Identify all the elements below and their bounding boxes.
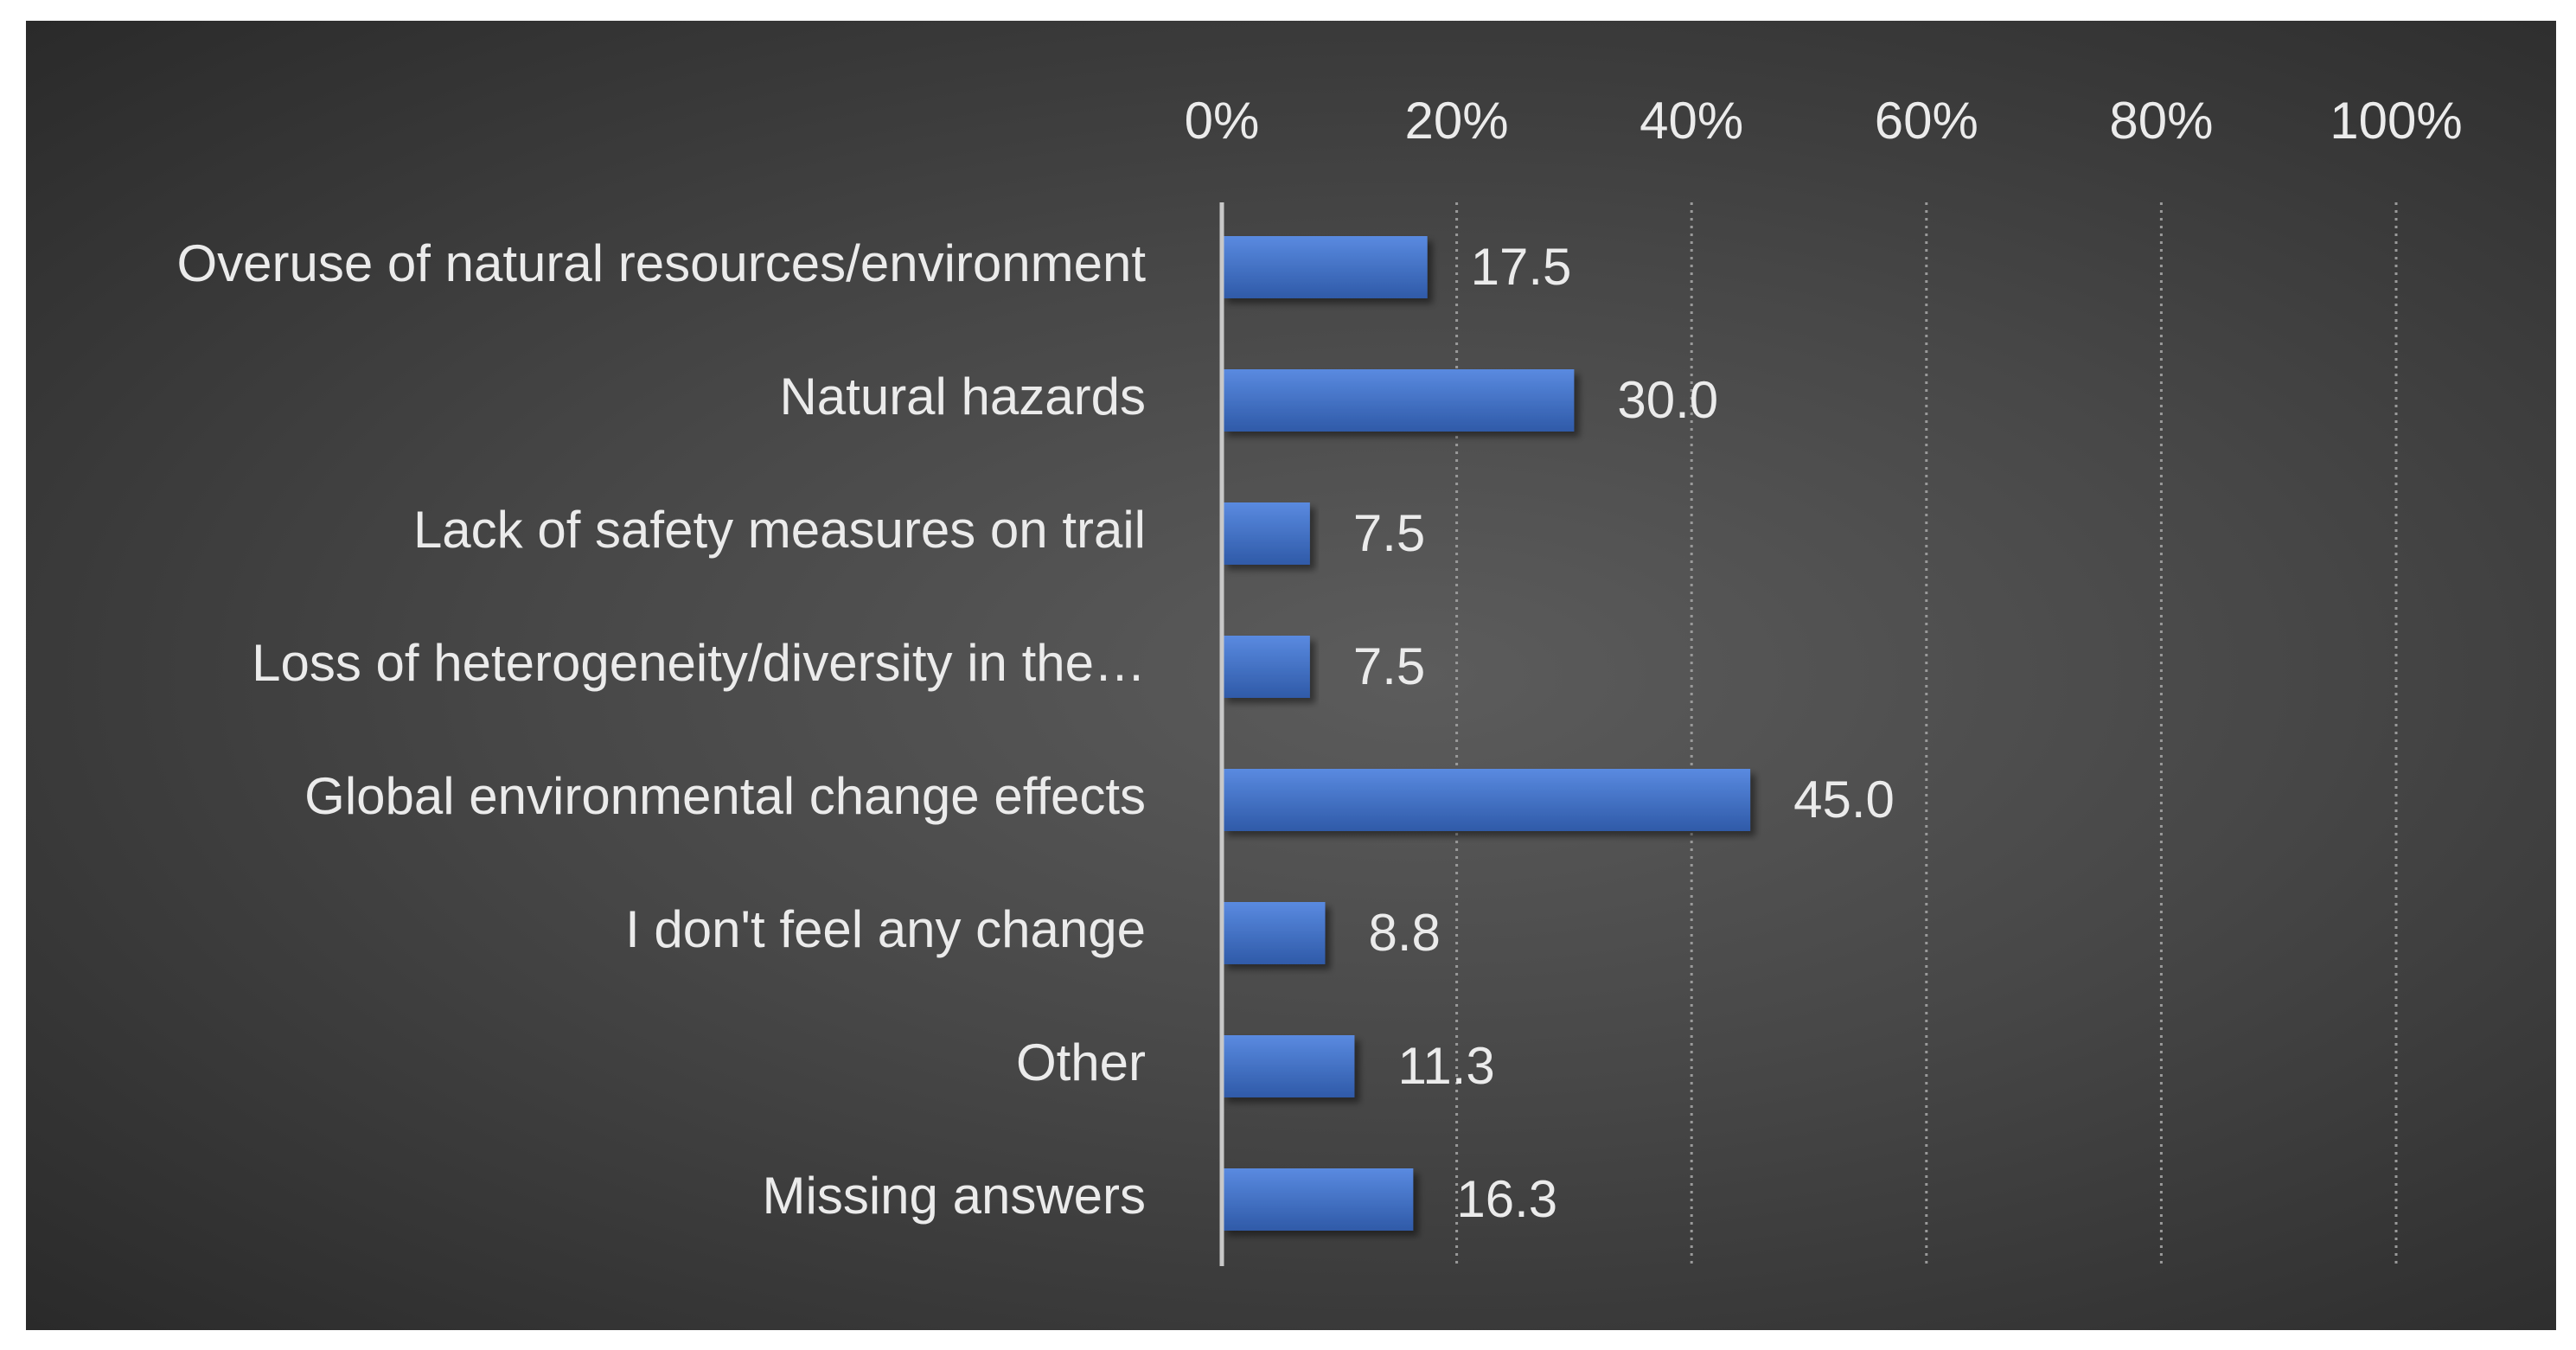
bar xyxy=(1222,1035,1355,1097)
category-label: Missing answers xyxy=(763,1167,1146,1225)
data-label: 8.8 xyxy=(1369,904,1441,962)
x-tick-label: 100% xyxy=(2330,92,2462,150)
data-label: 45.0 xyxy=(1793,771,1895,829)
data-label: 11.3 xyxy=(1397,1037,1494,1095)
category-labels: Overuse of natural resources/environment… xyxy=(176,234,1146,1225)
x-tick-label: 80% xyxy=(2109,92,2213,150)
category-label: Global environmental change effects xyxy=(304,767,1146,825)
category-label: I don't feel any change xyxy=(625,900,1146,958)
bar xyxy=(1222,636,1310,698)
data-labels: 17.5 30.0 7.5 7.5 45.0 8.8 11.3 16.3 xyxy=(1353,238,1895,1228)
category-label: Overuse of natural resources/environment xyxy=(176,234,1146,292)
x-tick-label: 20% xyxy=(1405,92,1509,150)
bar xyxy=(1222,502,1310,565)
data-label: 7.5 xyxy=(1353,637,1425,695)
x-axis-ticks: 0% 20% 40% 60% 80% 100% xyxy=(1185,92,2463,150)
category-label: Loss of heterogeneity/diversity in the… xyxy=(252,634,1146,692)
category-label: Natural hazards xyxy=(779,368,1146,425)
data-label: 7.5 xyxy=(1353,504,1425,562)
category-label: Lack of safety measures on trail xyxy=(413,501,1146,559)
chart-panel: 0% 20% 40% 60% 80% 100% Overuse of natural re… xyxy=(26,21,2556,1330)
data-label: 16.3 xyxy=(1456,1170,1557,1228)
x-tick-label: 0% xyxy=(1185,92,1260,150)
bar xyxy=(1222,1168,1414,1231)
gridlines xyxy=(1455,202,2398,1266)
data-label: 30.0 xyxy=(1617,371,1718,429)
bar xyxy=(1222,902,1326,964)
x-tick-label: 60% xyxy=(1875,92,1978,150)
bar xyxy=(1222,769,1751,831)
bar-chart: 0% 20% 40% 60% 80% 100% Overuse of natural re… xyxy=(176,92,2463,1266)
x-tick-label: 40% xyxy=(1640,92,1743,150)
bars xyxy=(1222,236,1751,1231)
bar xyxy=(1222,369,1575,432)
data-label: 17.5 xyxy=(1471,238,1572,296)
category-label: Other xyxy=(1016,1033,1146,1091)
bar xyxy=(1222,236,1428,298)
